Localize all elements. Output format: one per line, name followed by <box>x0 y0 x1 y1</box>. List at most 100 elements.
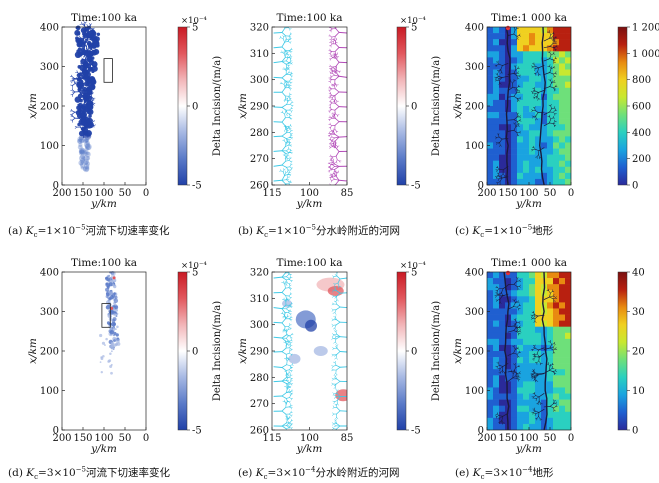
channel-right <box>331 136 335 139</box>
incision-patch <box>85 165 90 170</box>
channel-right <box>336 159 338 163</box>
caption-part: c <box>34 473 39 482</box>
terrain-cell <box>523 411 530 419</box>
incision-patch <box>77 138 83 144</box>
channel-left <box>285 358 288 362</box>
terrain-cell <box>493 344 500 352</box>
terrain-cell <box>523 33 530 40</box>
terrain-cell <box>487 136 494 143</box>
incision-patch <box>76 31 81 36</box>
terrain-cell <box>559 172 566 180</box>
channel-left <box>285 160 290 162</box>
tributary <box>498 417 501 421</box>
channel-left <box>285 373 288 379</box>
terrain-cell <box>535 284 542 291</box>
incision-branch <box>79 84 85 92</box>
tributary <box>498 172 500 175</box>
incision-patch <box>85 140 90 146</box>
tributary <box>498 177 503 180</box>
tributary <box>552 348 556 351</box>
tributary <box>517 125 520 127</box>
terrain-cell <box>553 417 560 425</box>
terrain-cell <box>523 381 530 388</box>
terrain-cell <box>529 142 536 149</box>
tributary <box>533 107 535 109</box>
channel-left <box>284 128 286 131</box>
terrain-cell <box>529 130 536 137</box>
incision-branch <box>74 126 78 129</box>
tributary <box>534 93 536 96</box>
terrain-cell <box>517 351 524 358</box>
terrain-cell <box>523 57 530 64</box>
channel-left <box>289 369 292 371</box>
tributary <box>516 286 519 289</box>
tributary <box>555 42 558 45</box>
y-tick-label: 400 <box>465 268 484 279</box>
tributary <box>532 369 535 371</box>
terrain-cell <box>535 302 542 309</box>
terrain-cell <box>517 27 524 34</box>
tributary <box>514 348 518 350</box>
channel-left <box>281 318 286 324</box>
caption-part: 河流下切速率变化 <box>85 225 170 237</box>
tributary <box>496 175 500 178</box>
channel-right <box>336 292 341 297</box>
caption-part: (c) <box>455 225 473 237</box>
terrain-cell <box>511 357 518 364</box>
tributary <box>533 63 536 67</box>
tributary <box>513 33 518 37</box>
tributary <box>552 298 555 302</box>
tributary <box>552 59 556 62</box>
incision-branch <box>70 109 73 112</box>
channel-left <box>281 322 286 328</box>
tributary <box>550 53 554 56</box>
channel-right <box>334 115 336 119</box>
terrain-cell <box>553 326 560 334</box>
channel-right <box>331 318 334 321</box>
incision-patch <box>86 86 91 91</box>
channel-left <box>281 164 287 168</box>
terrain-cell <box>487 166 494 174</box>
tributary <box>548 79 551 81</box>
terrain-cell <box>559 136 566 143</box>
terrain-cell <box>499 375 506 382</box>
tributary <box>498 294 503 297</box>
terrain-cell <box>559 399 566 406</box>
tributary <box>535 395 540 398</box>
terrain-cell <box>535 296 542 303</box>
tributary <box>550 66 552 69</box>
terrain-cell <box>541 320 548 327</box>
tributary <box>553 343 556 345</box>
channel-right <box>338 75 347 78</box>
terrain-cell <box>553 320 560 327</box>
tributary <box>531 109 533 111</box>
incision-branch <box>87 61 91 66</box>
chart-title: Time:1 000 ka <box>491 12 567 24</box>
incision-patch <box>78 160 84 166</box>
channel-right <box>331 168 333 171</box>
channel-right <box>329 79 332 82</box>
channel-left <box>286 150 289 153</box>
channel-left <box>286 383 289 386</box>
terrain-cell <box>499 81 506 89</box>
y-tick-label: 0 <box>53 426 59 437</box>
incision-branch <box>90 50 93 52</box>
incision-branch <box>79 72 83 75</box>
colorbar-tick-label: 5 <box>192 23 198 34</box>
channel-left <box>285 352 290 355</box>
axes-frame <box>61 26 147 186</box>
terrain-cell <box>547 332 554 340</box>
terrain-cell <box>487 314 494 321</box>
tributary <box>519 132 522 134</box>
terrain-cell <box>523 75 530 82</box>
terrain-cell <box>553 290 560 297</box>
terrain-cell <box>565 375 571 382</box>
tributary <box>537 353 540 357</box>
channel-left <box>285 397 290 399</box>
incision-patch <box>77 138 83 145</box>
terrain-cell <box>559 417 566 425</box>
tributary <box>513 96 518 99</box>
tributary <box>513 325 518 329</box>
terrain-cell <box>559 160 566 168</box>
x-tick-label: 50 <box>119 433 132 444</box>
